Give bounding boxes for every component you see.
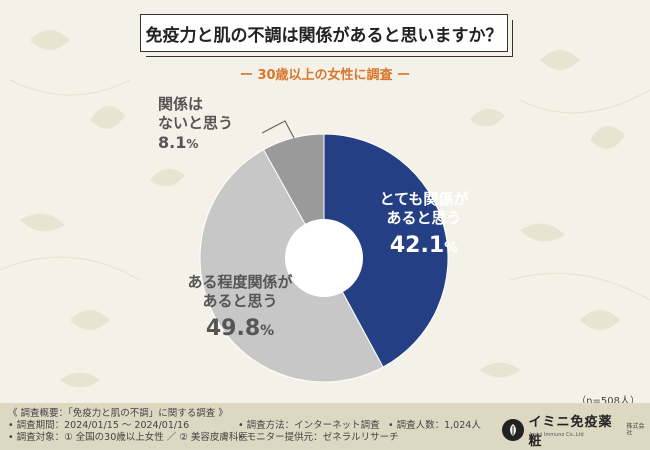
label-very-related-line2: あると思う <box>386 208 462 227</box>
pct-somewhat-related: 49.8 <box>205 315 261 341</box>
footer-right: • 調査人数：1,024人 <box>388 420 481 432</box>
label-somewhat-related-line2: あると思う <box>202 291 278 310</box>
pct-unit-not-related: % <box>186 136 199 151</box>
donut-hole <box>285 219 363 297</box>
slice-very-related <box>323 133 449 368</box>
pct-very-related: 42.1 <box>389 232 445 258</box>
label-not-related-line1: 関係は <box>158 95 204 113</box>
footer-mid: • 調査方法：インターネット調査 • モニター提供元：ゼネラルリサーチ <box>238 420 399 444</box>
leaf-logo-icon <box>502 419 524 441</box>
pct-unit-very-related: % <box>444 239 459 256</box>
label-very-related-line1: とても関係が <box>379 190 469 208</box>
title-box-shadow <box>146 20 513 57</box>
survey-footer: 《 調査概要：「免疫力と肌の不調」に関する調査 》 • 調査期間：2024/01… <box>0 403 650 450</box>
chart-title: 免疫力と肌の不調は関係があると思いますか？ <box>140 14 508 52</box>
logo-tag: 株式会社 <box>626 423 645 437</box>
leader-line <box>261 120 295 139</box>
pct-unit-somewhat-related: % <box>260 322 275 339</box>
company-logo: イミニ免疫薬粧 株式会社 <box>502 411 650 449</box>
sample-size-note: （n=508人） <box>576 396 640 407</box>
footer-method: • 調査方法：インターネット調査 <box>238 420 380 431</box>
label-not-related-line2: ないと思う <box>158 113 234 132</box>
pct-not-related: 8.1 <box>158 132 187 152</box>
chart-subtitle: ー 30歳以上の女性に調査 ー <box>239 68 411 83</box>
label-not-related: 関係は ないと思う 8.1% <box>158 95 278 153</box>
footer-target: • 調査対象：① 全国の30歳以上女性 ／ ② 美容皮膚科医 <box>8 432 248 443</box>
footer-period: • 調査期間：2024/01/15 ～ 2024/01/16 <box>8 420 190 431</box>
label-somewhat-related: ある程度関係が あると思う 49.8% <box>175 273 305 342</box>
logo-name: イミニ免疫薬粧 <box>528 415 613 449</box>
footer-left: 《 調査概要：「免疫力と肌の不調」に関する調査 》 • 調査期間：2024/01… <box>8 408 248 444</box>
logo-subtext: Imini Immuno Co.,Ltd <box>530 432 584 438</box>
label-somewhat-related-line1: ある程度関係が <box>187 273 293 291</box>
footer-provider: • モニター提供元：ゼネラルリサーチ <box>238 432 399 443</box>
footer-count: • 調査人数：1,024人 <box>388 420 481 431</box>
footer-overview: 《 調査概要：「免疫力と肌の不調」に関する調査 》 <box>8 408 228 419</box>
label-very-related: とても関係が あると思う 42.1% <box>368 190 480 259</box>
